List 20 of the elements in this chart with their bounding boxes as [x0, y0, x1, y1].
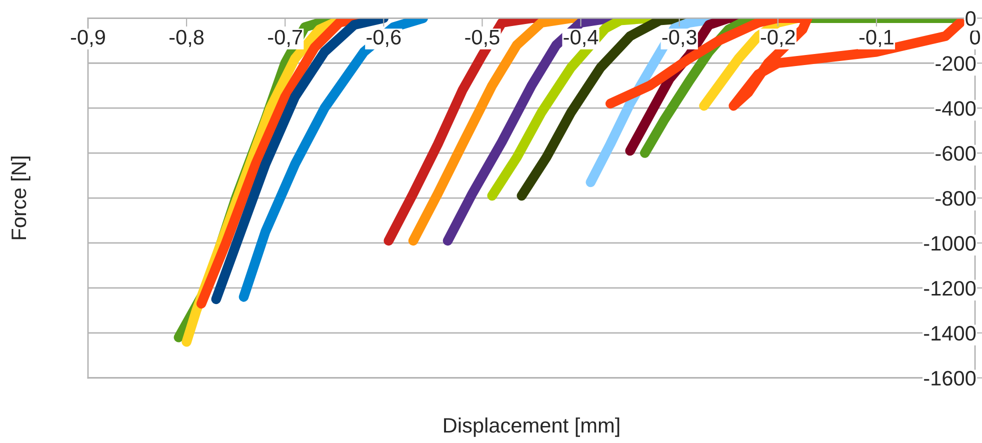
y-tick-label: -1200 — [924, 280, 976, 296]
x-tick-label: -0,8 — [170, 30, 204, 48]
y-tick-label: -1600 — [924, 370, 976, 386]
x-tick-label: -0,4 — [564, 30, 598, 48]
y-axis-title: Force [N] — [10, 156, 30, 240]
x-tick-label: -0,5 — [465, 30, 500, 48]
y-tick-label: -1000 — [924, 236, 976, 251]
x-tick-label: -0,1 — [859, 30, 894, 48]
y-tick-label: -600 — [936, 146, 976, 161]
y-tick-label: -400 — [936, 101, 976, 116]
x-tick-label: -0,6 — [366, 30, 401, 48]
y-tick-label: 0 — [966, 11, 976, 26]
y-tick-label: -800 — [936, 191, 976, 206]
y-tick-label: -200 — [936, 56, 976, 71]
x-tick-label: -0,3 — [662, 30, 696, 48]
x-tick-label: -0,9 — [70, 30, 105, 48]
x-tick-label: -0,2 — [760, 30, 795, 48]
y-tick-label: -1400 — [924, 326, 976, 341]
x-tick-label: -0,7 — [268, 30, 302, 48]
x-axis-title: Displacement [mm] — [444, 417, 620, 437]
